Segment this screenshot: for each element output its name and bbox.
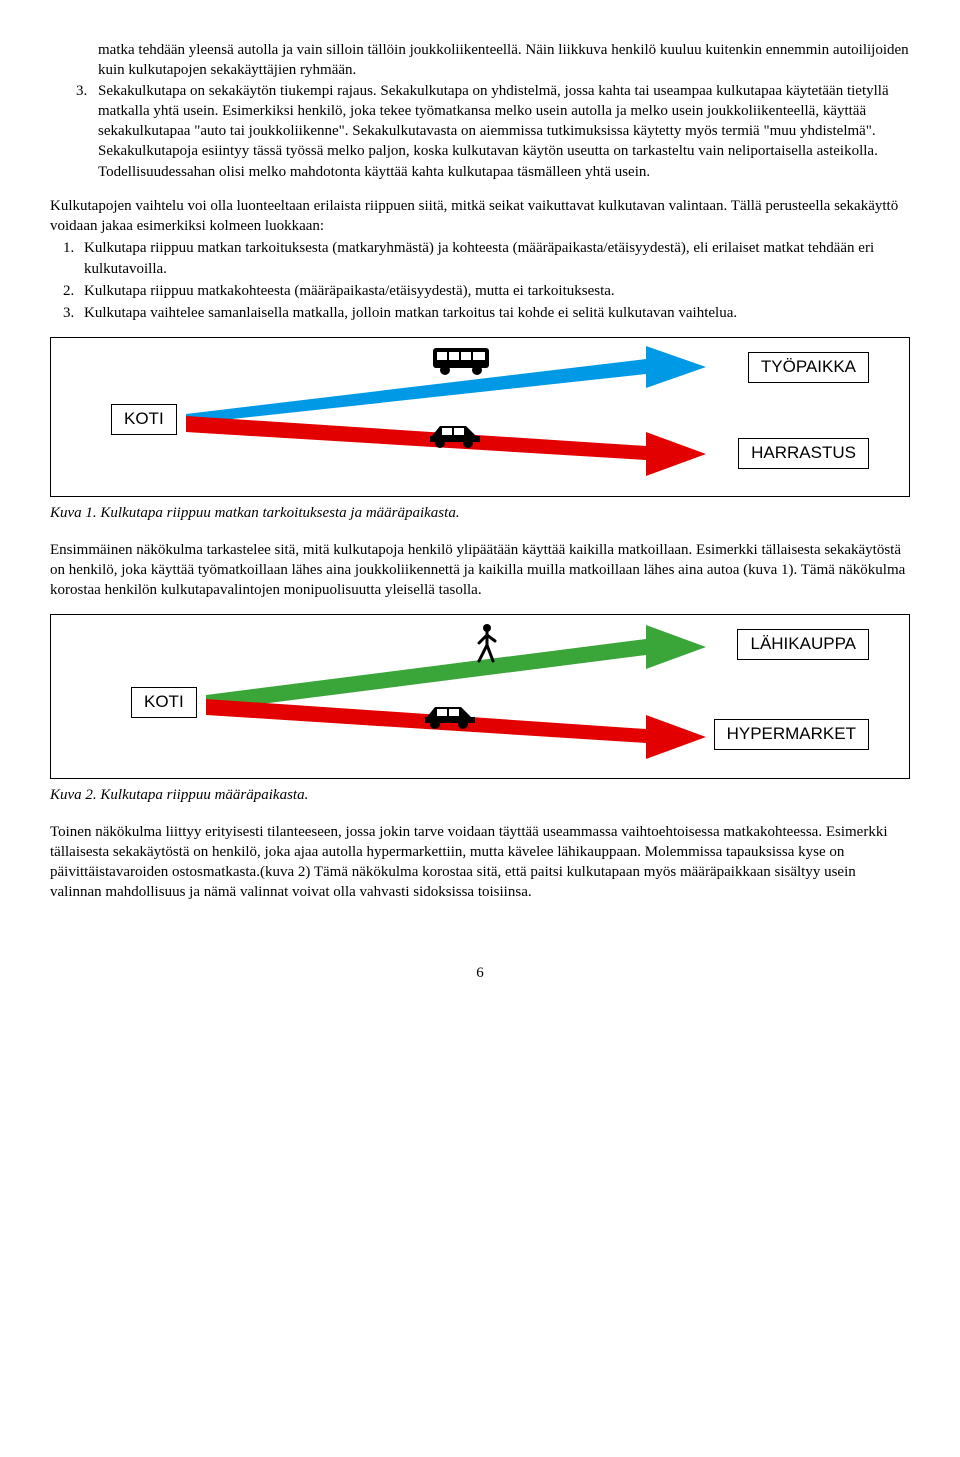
- list-item: Kulkutapa vaihtelee samanlaisella matkal…: [78, 303, 910, 323]
- label-tyopaikka: TYÖPAIKKA: [748, 352, 869, 383]
- numbered-list: Kulkutapa riippuu matkan tarkoituksesta …: [50, 238, 910, 323]
- page-number: 6: [50, 963, 910, 983]
- para3: Ensimmäinen näkökulma tarkastelee sitä, …: [50, 540, 910, 601]
- bus-icon: [431, 344, 493, 378]
- label-koti: KOTI: [111, 404, 177, 435]
- para4: Toinen näkökulma liittyy erityisesti til…: [50, 822, 910, 903]
- label-lahikauppa: LÄHIKAUPPA: [737, 629, 869, 660]
- list-num-3: 3.: [76, 81, 98, 196]
- para2: Kulkutapojen vaihtelu voi olla luonteelt…: [50, 196, 910, 237]
- list-item: Kulkutapa riippuu matkan tarkoituksesta …: [78, 238, 910, 279]
- label-harrastus: HARRASTUS: [738, 438, 869, 469]
- figure-1: KOTI TYÖPAIKKA HARRASTUS: [50, 337, 910, 497]
- label-koti2: KOTI: [131, 687, 197, 718]
- car-icon: [426, 422, 484, 450]
- para1-part1: matka tehdään yleensä autolla ja vain si…: [98, 40, 910, 81]
- car-icon2: [421, 703, 479, 731]
- list-item: Kulkutapa riippuu matkakohteesta (määräp…: [78, 281, 910, 301]
- caption-1: Kuva 1. Kulkutapa riippuu matkan tarkoit…: [50, 503, 910, 523]
- para1-item3: Sekakulkutapa on sekakäytön tiukempi raj…: [98, 81, 910, 182]
- caption-2: Kuva 2. Kulkutapa riippuu määräpaikasta.: [50, 785, 910, 805]
- figure-2: KOTI LÄHIKAUPPA HYPERMARKET: [50, 614, 910, 779]
- pedestrian-icon: [471, 623, 501, 665]
- label-hypermarket: HYPERMARKET: [714, 719, 869, 750]
